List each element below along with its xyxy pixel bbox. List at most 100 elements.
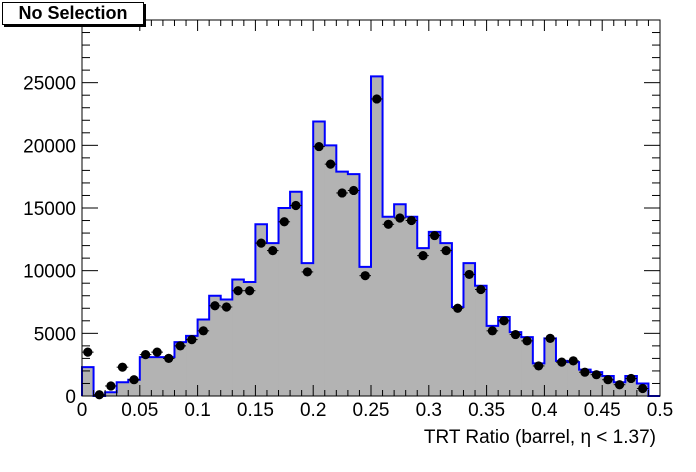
data-point: [394, 213, 406, 223]
histogram-bar: [579, 369, 592, 396]
data-point: [116, 362, 129, 372]
data-point: [209, 301, 221, 311]
x-tick-label: 0.15: [237, 400, 274, 421]
histogram-bar: [232, 279, 245, 396]
histogram-bar: [116, 382, 129, 396]
x-tick-label: 0.2: [300, 400, 326, 421]
y-tick-label: 5000: [34, 324, 76, 345]
axis-ticks: [81, 19, 661, 397]
data-point: [625, 373, 637, 384]
histogram-bar: [428, 231, 441, 396]
y-tick-label: 10000: [23, 262, 76, 283]
data-point: [220, 302, 233, 312]
y-tick-label: 0: [65, 387, 76, 408]
histogram-bar: [567, 362, 580, 396]
data-point: [313, 141, 325, 152]
histogram-bar: [359, 266, 372, 396]
y-tick-label: 25000: [23, 74, 76, 95]
histogram-bar: [463, 263, 476, 396]
data-point: [162, 353, 175, 363]
data-point: [82, 347, 94, 357]
x-tick-label: 0.05: [121, 400, 158, 421]
x-axis-title: TRT Ratio (barrel, η < 1.37): [424, 427, 656, 448]
data-point: [105, 381, 117, 391]
histogram-bar: [544, 338, 557, 396]
histogram-bar: [105, 392, 118, 396]
data-point: [371, 94, 383, 104]
histogram-bar: [197, 319, 210, 396]
chart-title: No Selection: [2, 2, 144, 25]
data-point: [602, 375, 614, 385]
data-point: [451, 303, 464, 313]
histogram-bar: [220, 299, 233, 396]
data-point: [139, 350, 152, 360]
histogram-bar: [336, 171, 349, 396]
histogram-bar: [521, 337, 534, 396]
x-tick-label: 0.5: [647, 400, 673, 421]
histogram-bar: [498, 317, 511, 396]
histogram-bar: [324, 145, 337, 396]
data-point: [521, 336, 533, 346]
histogram-fill: [82, 76, 650, 397]
histogram-bar: [475, 285, 488, 396]
histogram-bar: [486, 325, 499, 396]
data-point: [232, 286, 244, 296]
data-point: [197, 326, 210, 336]
histogram-bar: [278, 208, 291, 396]
histogram-bar: [186, 335, 199, 396]
data-point: [486, 326, 499, 336]
x-tick-label: 0: [77, 400, 88, 421]
histogram-bar: [371, 76, 384, 397]
data-point: [555, 357, 568, 367]
histogram-bar: [313, 121, 326, 397]
data-point: [301, 267, 314, 277]
data-point: [255, 238, 267, 248]
data-points: [82, 94, 649, 400]
data-point: [532, 361, 545, 371]
data-point: [509, 329, 522, 340]
data-point: [463, 269, 476, 280]
data-point: [475, 284, 487, 295]
x-tick-label: 0.35: [468, 400, 505, 421]
data-point: [405, 215, 418, 226]
data-point: [567, 356, 580, 366]
data-point: [382, 219, 395, 229]
histogram-bar: [174, 342, 187, 396]
histogram-bar: [139, 357, 152, 396]
data-point: [266, 246, 279, 256]
data-point: [324, 159, 337, 169]
data-point: [347, 185, 360, 196]
histogram-bar: [440, 243, 453, 396]
x-tick-label: 0.3: [416, 400, 442, 421]
histogram-bar: [266, 243, 280, 396]
data-point: [278, 217, 291, 227]
data-point: [290, 200, 302, 211]
x-tick-label: 0.1: [184, 400, 210, 421]
x-tick-labels: 0 0.05 0.1 0.15 0.2 0.25 0.3 0.35 0.4 0.45 0.5: [77, 400, 674, 421]
histogram-bar: [209, 295, 222, 396]
x-tick-label: 0.25: [353, 400, 390, 421]
data-point: [336, 188, 348, 198]
y-tick-labels: 050001000015000200002500030000: [23, 11, 76, 408]
histogram-bar: [509, 332, 522, 396]
histogram-bar: [347, 174, 361, 396]
histogram-bar: [151, 357, 164, 396]
histogram-bar: [243, 281, 256, 396]
data-point: [613, 380, 626, 390]
data-point: [151, 347, 163, 357]
data-point: [440, 246, 452, 256]
histogram-bar: [82, 367, 95, 396]
histogram-bar: [255, 224, 268, 396]
histogram-bar: [162, 357, 176, 396]
histogram-bar: [417, 248, 430, 396]
data-point: [93, 390, 106, 400]
histogram-bar: [555, 360, 569, 396]
data-point: [590, 370, 603, 380]
histogram-bar: [290, 191, 303, 396]
x-tick-label: 0.45: [584, 400, 621, 421]
data-point: [186, 335, 198, 345]
data-point: [579, 367, 591, 377]
y-tick-label: 20000: [23, 136, 76, 157]
data-point: [636, 383, 649, 394]
